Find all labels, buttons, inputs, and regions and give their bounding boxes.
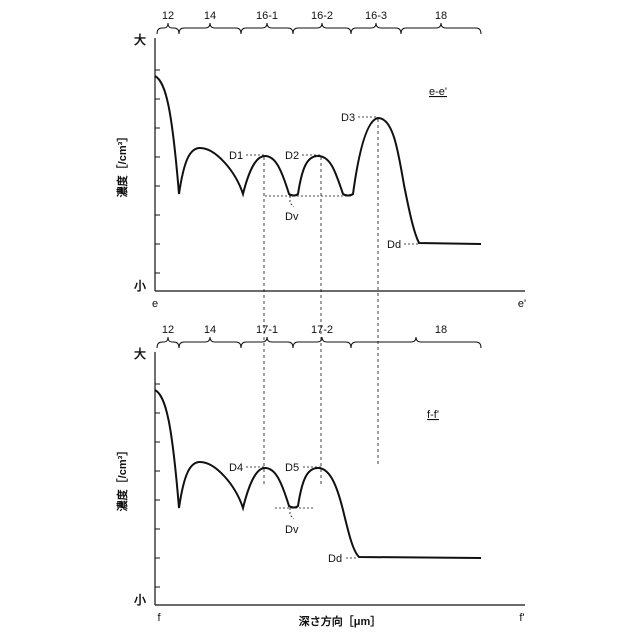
bottom-y-low-label: 小 bbox=[134, 592, 146, 607]
top-region-label: 16-3 bbox=[365, 10, 387, 22]
bottom-x-end-label: f' bbox=[519, 612, 524, 624]
top-brace-18 bbox=[401, 23, 481, 34]
bottom-brace-12 bbox=[157, 337, 179, 348]
annotation-dv-top: Dv bbox=[285, 211, 299, 223]
top-concentration-curve bbox=[155, 76, 481, 244]
bottom-x-start-label: f bbox=[157, 612, 161, 624]
top-y-low-label: 小 bbox=[134, 278, 146, 293]
top-brace-16-1 bbox=[241, 23, 293, 34]
bottom-region-label: 17-1 bbox=[256, 324, 278, 336]
annotation-d1: D1 bbox=[229, 150, 243, 162]
top-region-label: 16-1 bbox=[256, 10, 278, 22]
top-y-high-label: 大 bbox=[134, 32, 146, 47]
bottom-region-label: 14 bbox=[204, 324, 216, 336]
top-brace-16-2 bbox=[293, 23, 351, 34]
bottom-region-braces bbox=[157, 337, 481, 348]
bottom-region-label: 17-2 bbox=[311, 324, 333, 336]
bottom-section-label: f-f' bbox=[427, 409, 439, 421]
top-section-label: e-e' bbox=[429, 86, 447, 98]
bottom-brace-18 bbox=[351, 337, 481, 348]
annotation-dd-bottom: Dd bbox=[328, 553, 342, 565]
top-x-start-label: e bbox=[152, 298, 158, 310]
top-y-axis-title: 濃度［/cm³］ bbox=[115, 131, 129, 198]
bottom-panel: 12 14 17-1 17-2 18 大 小 濃度［/cm³］ f f' f-f… bbox=[115, 324, 525, 628]
top-x-end-label: e' bbox=[518, 298, 526, 310]
bottom-brace-17-2 bbox=[293, 337, 351, 348]
bottom-annotation-leaders bbox=[246, 467, 358, 558]
bottom-x-axis-title: 深さ方向［μm］ bbox=[299, 614, 382, 628]
top-region-label: 12 bbox=[162, 10, 174, 22]
top-region-braces bbox=[157, 23, 481, 34]
annotation-d4: D4 bbox=[229, 462, 243, 474]
top-brace-12 bbox=[157, 23, 179, 34]
bottom-y-high-label: 大 bbox=[134, 346, 146, 361]
top-y-ticks bbox=[155, 70, 160, 273]
bottom-brace-14 bbox=[179, 337, 241, 348]
top-region-label: 16-2 bbox=[311, 10, 333, 22]
bottom-y-axis-title: 濃度［/cm³］ bbox=[115, 445, 129, 512]
top-annotation-leaders bbox=[246, 117, 418, 244]
annotation-d5: D5 bbox=[285, 462, 299, 474]
top-panel: 12 14 16-1 16-2 16-3 18 大 小 濃度［/cm³］ e e… bbox=[115, 10, 526, 310]
top-region-label: 18 bbox=[435, 10, 447, 22]
annotation-dv-bottom: Dv bbox=[285, 524, 299, 536]
top-brace-14 bbox=[179, 23, 241, 34]
bottom-brace-17-1 bbox=[241, 337, 293, 348]
top-region-label: 14 bbox=[204, 10, 216, 22]
bottom-region-label: 18 bbox=[435, 324, 447, 336]
top-brace-16-3 bbox=[351, 23, 401, 34]
bottom-y-ticks bbox=[155, 384, 160, 587]
annotation-dd-top: Dd bbox=[387, 239, 401, 251]
annotation-d2: D2 bbox=[285, 150, 299, 162]
annotation-d3: D3 bbox=[341, 112, 355, 124]
bottom-region-label: 12 bbox=[162, 324, 174, 336]
